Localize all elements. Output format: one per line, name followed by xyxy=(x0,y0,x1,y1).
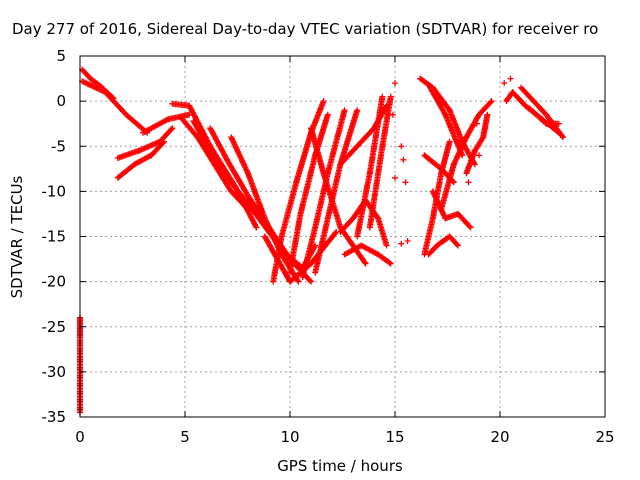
y-tick-label: -15 xyxy=(42,228,67,246)
x-tick-label: 10 xyxy=(280,428,299,446)
satellite-pass-pass-32 xyxy=(518,84,566,141)
x-tick-label: 5 xyxy=(180,428,190,446)
x-tick-label: 15 xyxy=(385,428,404,446)
data-point-marker xyxy=(168,126,175,133)
y-tick-label: -10 xyxy=(42,182,67,200)
chart-title: Day 277 of 2016, Sidereal Day-to-day VTE… xyxy=(12,20,598,38)
data-point-marker xyxy=(467,224,474,231)
data-point-marker xyxy=(484,111,491,118)
data-point-marker xyxy=(455,242,461,249)
data-point-marker xyxy=(324,111,331,118)
grid-lines xyxy=(80,56,605,417)
data-point-marker xyxy=(402,179,409,186)
data-point-marker xyxy=(332,230,339,237)
data-point-marker xyxy=(507,75,514,82)
satellite-pass-pass-28 xyxy=(421,138,453,258)
data-point-marker xyxy=(398,240,405,247)
data-point-marker xyxy=(362,260,369,267)
data-point-marker xyxy=(417,75,424,82)
data-point-marker xyxy=(471,161,478,168)
satellite-pass-pass-27 xyxy=(425,233,461,258)
axes: 0 5 10 15 20 25 5 0 -5 -10 -15 -20 -25 -30 -35 xyxy=(42,47,615,446)
data-point-marker xyxy=(487,99,494,106)
data-point-marker xyxy=(488,98,495,105)
y-tick-label: -25 xyxy=(42,318,67,336)
data-point-marker xyxy=(482,125,489,132)
x-tick-label: 20 xyxy=(490,428,509,446)
y-tick-label: -5 xyxy=(51,137,66,155)
y-axis-label: SDTVAR / TECUs xyxy=(8,175,26,298)
x-tick-label: 0 xyxy=(75,428,85,446)
data-point-marker xyxy=(400,156,407,163)
data-point-marker xyxy=(560,134,566,141)
satellite-pass-pass-02 xyxy=(79,78,151,136)
y-tick-label: 0 xyxy=(56,92,66,110)
satellite-pass-pass-03 xyxy=(114,138,167,181)
data-point-marker xyxy=(383,242,390,249)
data-point-marker xyxy=(295,278,302,285)
data-point-marker xyxy=(361,259,368,266)
data-point-marker xyxy=(392,80,398,87)
data-point-marker xyxy=(559,133,566,139)
data-point-marker xyxy=(389,111,396,118)
data-point-marker xyxy=(453,241,460,248)
data-point-marker xyxy=(253,224,260,231)
data-point-marker xyxy=(341,107,348,114)
satellite-pass-pass-19 xyxy=(341,242,394,267)
data-point-marker xyxy=(320,98,327,105)
satellite-pass-pass-17 xyxy=(308,125,369,267)
data-point-marker xyxy=(306,277,313,284)
y-tick-label: -30 xyxy=(42,363,67,381)
data-points xyxy=(77,66,566,416)
data-point-marker xyxy=(387,93,394,100)
data-point-marker xyxy=(473,120,480,127)
data-point-marker xyxy=(446,138,453,145)
data-point-marker xyxy=(308,278,314,285)
data-point-marker xyxy=(466,223,473,230)
data-point-marker xyxy=(476,152,482,159)
data-point-marker xyxy=(404,238,411,244)
data-point-marker xyxy=(379,93,386,100)
x-tick-label: 25 xyxy=(595,428,614,446)
y-tick-label: -20 xyxy=(42,273,67,291)
satellite-pass-pass-22 xyxy=(366,93,394,231)
data-point-marker xyxy=(398,143,405,150)
isolated-points xyxy=(389,75,514,247)
data-point-marker xyxy=(387,260,394,267)
data-point-marker xyxy=(169,125,176,132)
y-tick-label: -35 xyxy=(42,408,67,426)
data-point-marker xyxy=(186,111,193,118)
satellite-pass-pass-21 xyxy=(354,93,386,240)
data-point-marker xyxy=(386,259,393,266)
satellite-pass-pass-13 xyxy=(270,98,327,285)
satellite-pass-pass-29 xyxy=(438,98,495,213)
x-axis-label: GPS time / hours xyxy=(277,457,403,475)
data-point-marker xyxy=(501,80,508,87)
data-point-marker xyxy=(555,120,562,127)
data-point-marker xyxy=(465,179,472,186)
satellite-pass-pass-14 xyxy=(287,111,331,276)
data-point-marker xyxy=(354,107,361,114)
data-point-marker xyxy=(392,174,398,181)
data-point-marker xyxy=(542,119,549,126)
y-tick-label: 5 xyxy=(56,47,66,65)
satellite-pass-pass-33 xyxy=(526,105,562,127)
satellite-pass-pass-24 xyxy=(425,81,466,159)
satellite-pass-pass-30 xyxy=(463,111,491,177)
satellite-pass-pass-04 xyxy=(114,125,176,161)
